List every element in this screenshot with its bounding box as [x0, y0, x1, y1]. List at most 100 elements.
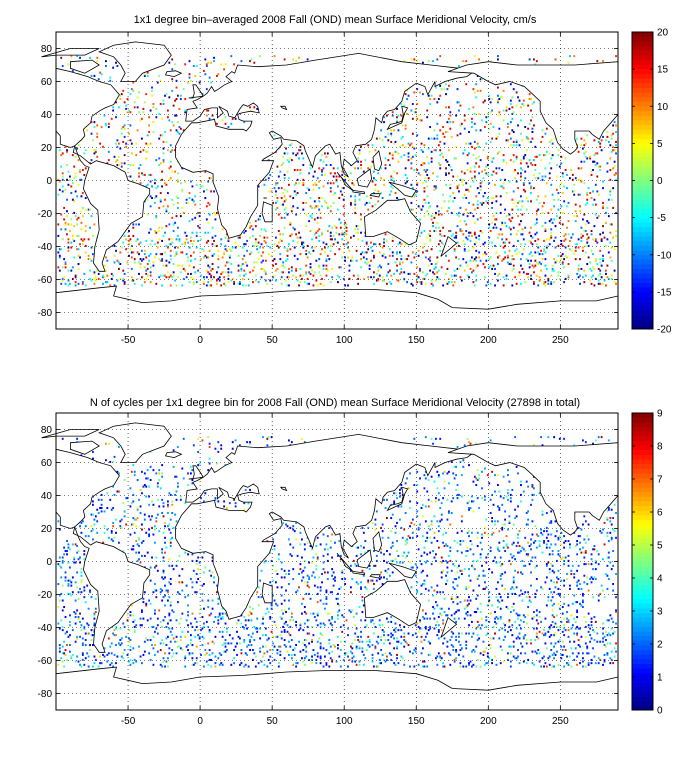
data-point [106, 507, 109, 510]
data-point [475, 83, 478, 86]
data-point [380, 177, 383, 180]
data-point [486, 197, 489, 200]
data-point [123, 515, 126, 518]
data-point [285, 206, 287, 209]
data-point [316, 556, 319, 559]
data-point [237, 244, 240, 247]
data-point [440, 234, 443, 237]
data-point [184, 63, 187, 66]
data-point [289, 543, 292, 546]
data-point [84, 208, 87, 211]
data-point [528, 231, 531, 234]
data-point [521, 139, 524, 142]
data-point [125, 497, 128, 500]
data-point [482, 177, 485, 180]
data-point [214, 655, 217, 658]
data-point [472, 88, 475, 91]
data-point [277, 665, 280, 668]
data-point [342, 616, 345, 619]
data-point [521, 253, 524, 256]
data-point [322, 568, 325, 571]
data-point [211, 559, 214, 562]
data-point [130, 256, 133, 259]
data-point [136, 508, 139, 511]
data-point [455, 649, 458, 652]
data-point [298, 56, 300, 59]
data-point [70, 657, 73, 660]
data-point [466, 162, 469, 165]
data-point [168, 223, 171, 226]
data-point [322, 561, 325, 564]
data-point [407, 551, 410, 554]
data-point [188, 197, 191, 200]
data-point [456, 484, 459, 487]
data-point [162, 559, 165, 562]
data-point [339, 266, 342, 269]
data-point [517, 239, 519, 242]
data-point [130, 88, 133, 91]
data-point [404, 512, 407, 515]
data-point [234, 117, 237, 120]
data-point [445, 574, 447, 577]
data-point [445, 272, 447, 275]
data-point [509, 233, 512, 236]
data-point [239, 642, 241, 645]
data-point [270, 604, 273, 607]
data-point [126, 653, 129, 656]
data-point [177, 485, 179, 488]
data-point [303, 548, 306, 551]
data-point [191, 663, 194, 666]
data-point [234, 505, 237, 508]
data-point [179, 635, 182, 638]
data-point [169, 150, 172, 153]
data-point [94, 611, 97, 614]
data-point [393, 647, 396, 650]
data-point [315, 564, 318, 567]
data-point [326, 548, 329, 551]
data-point [468, 201, 470, 204]
data-point [357, 277, 360, 280]
data-point [93, 223, 96, 226]
data-point [155, 282, 158, 285]
data-point [309, 272, 312, 275]
continent-outline [188, 84, 204, 99]
data-point [96, 531, 99, 534]
data-point [388, 642, 391, 645]
data-point [112, 109, 115, 112]
data-point [433, 617, 436, 620]
data-point [214, 616, 217, 619]
data-point [511, 258, 514, 261]
data-point [67, 279, 70, 282]
data-point [190, 259, 192, 262]
data-point [550, 157, 553, 160]
data-point [361, 526, 364, 529]
data-point [361, 596, 364, 599]
data-point [100, 73, 103, 76]
data-point [207, 180, 210, 183]
data-point [522, 248, 525, 251]
colorbar-segment [632, 55, 653, 61]
data-point [167, 622, 169, 625]
data-point [417, 630, 420, 633]
data-point [100, 498, 103, 501]
data-point [463, 220, 466, 223]
data-point [270, 190, 273, 193]
data-point [358, 152, 361, 155]
data-point [172, 104, 175, 107]
data-point [312, 274, 315, 277]
data-point [264, 559, 267, 562]
data-point [231, 117, 234, 120]
data-point [201, 627, 204, 630]
data-point [293, 246, 296, 249]
data-point [74, 640, 77, 643]
data-point [437, 162, 440, 165]
data-point [240, 622, 243, 625]
data-point [276, 200, 279, 203]
data-point [553, 258, 556, 261]
data-point [344, 221, 347, 224]
data-point [602, 180, 604, 183]
data-point [594, 213, 597, 216]
data-point [312, 634, 315, 637]
data-point [541, 253, 544, 256]
data-point [244, 272, 247, 275]
